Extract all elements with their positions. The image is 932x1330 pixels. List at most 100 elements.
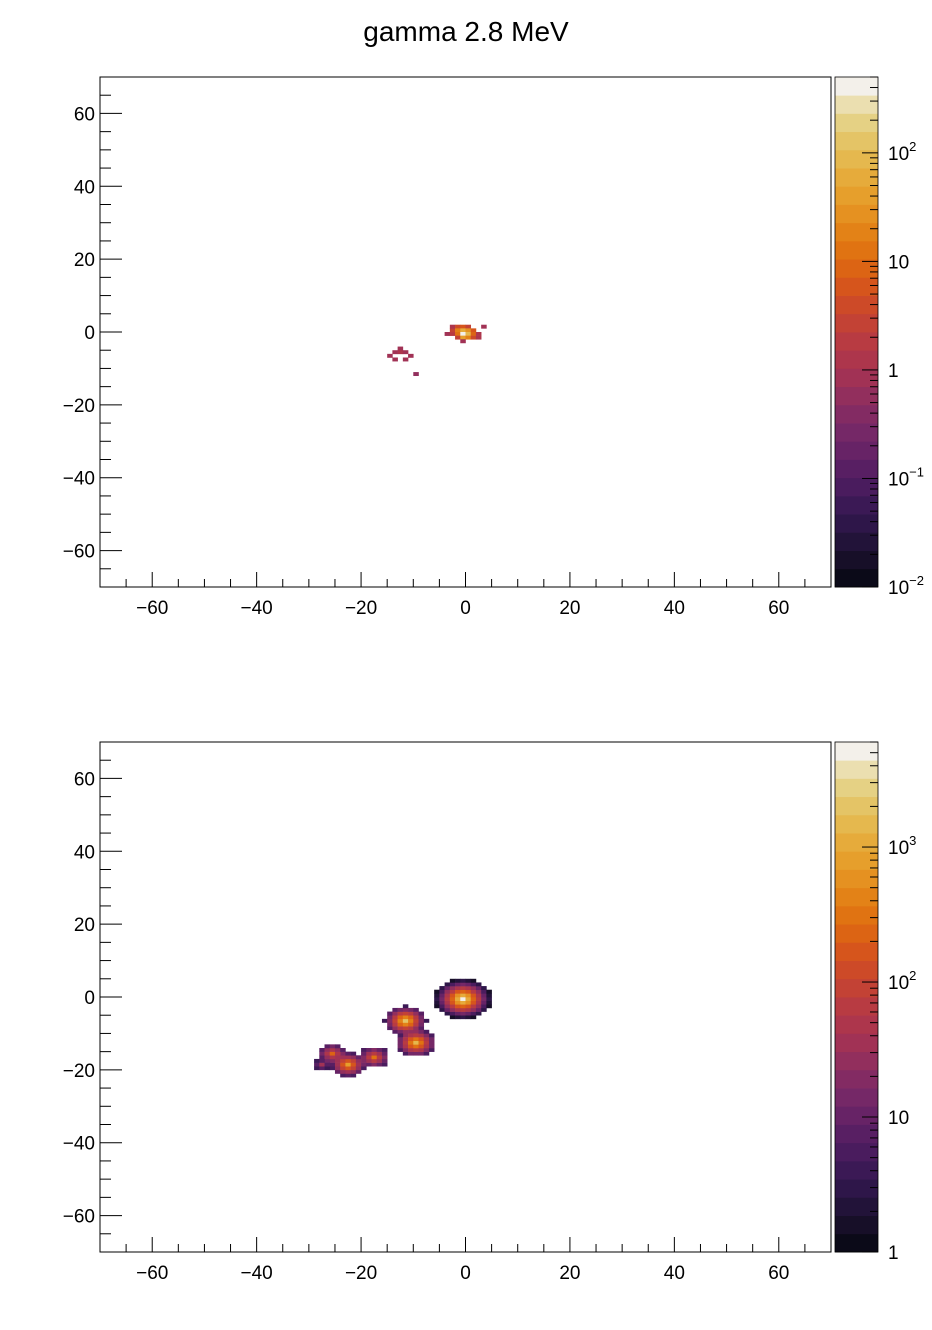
heatmap-cell — [481, 1000, 487, 1005]
heatmap-cell — [418, 1015, 425, 1020]
figure-title: gamma 2.8 MeV — [363, 16, 569, 47]
heatmap-cell — [402, 1037, 409, 1042]
heatmap-cell — [413, 1026, 419, 1031]
heatmap-cell — [324, 1058, 331, 1063]
y-tick-label: −20 — [63, 396, 95, 417]
heatmap-cell — [381, 1055, 388, 1060]
x-tick-label: −40 — [241, 598, 273, 619]
x-tick-label: −40 — [241, 1263, 273, 1284]
heatmap-cell — [465, 978, 472, 983]
heatmap-cell — [455, 1015, 461, 1020]
heatmap-cell — [418, 1051, 425, 1056]
heatmap-cell — [324, 1062, 331, 1067]
heatmap-cell — [444, 982, 451, 987]
colorbar-tick-label: 102 — [888, 968, 916, 994]
heatmap-cell — [361, 1066, 367, 1071]
heatmap-cell — [340, 1058, 346, 1063]
heatmap-cell — [334, 1062, 341, 1067]
heatmap-cell — [392, 1007, 398, 1012]
x-tick-label: 20 — [559, 1263, 580, 1284]
heatmap-cell — [434, 989, 440, 994]
heatmap-cell — [455, 986, 461, 991]
heatmap-cell — [449, 328, 456, 333]
heatmap-cell — [402, 1018, 409, 1023]
heatmap-cell — [465, 982, 472, 987]
colorbar-swatch — [835, 168, 878, 187]
colorbar-frame — [834, 741, 879, 1253]
heatmap-cell — [465, 1007, 472, 1012]
heatmap-cell — [402, 1044, 409, 1049]
heatmap-cell — [392, 350, 398, 355]
colorbar-swatch — [835, 477, 878, 497]
heatmap-cell — [345, 1058, 351, 1063]
heatmap-cell — [397, 1026, 404, 1031]
heatmap-cell — [324, 1066, 331, 1071]
heatmap-cell — [423, 1044, 430, 1049]
heatmap-cell — [439, 1000, 445, 1005]
colorbar-swatch — [835, 1233, 878, 1253]
heatmap-cell — [319, 1055, 325, 1060]
colorbar-tick-label: 10−1 — [888, 464, 924, 490]
heatmap-cell — [329, 1062, 336, 1067]
colorbar-swatch — [835, 1124, 878, 1144]
heatmap-cell — [475, 1007, 482, 1012]
heatmap-cell — [455, 989, 461, 994]
heatmap-cell — [402, 1051, 409, 1056]
heatmap-cell — [475, 335, 482, 340]
heatmap-cell — [350, 1062, 357, 1067]
heatmap-cell — [334, 1044, 341, 1049]
heatmap-cell — [408, 1007, 414, 1012]
heatmap-cell — [387, 353, 393, 358]
colorbar-swatch — [835, 441, 878, 460]
heatmap-cell — [470, 1007, 477, 1012]
colorbar-tick-label: 10 — [888, 252, 909, 273]
heatmap-cell — [428, 1033, 435, 1038]
heatmap-cell — [319, 1062, 325, 1067]
heatmap-cell — [465, 1011, 472, 1016]
colorbar-swatch — [835, 568, 878, 588]
colorbar-tick-label: 10 — [888, 1108, 909, 1129]
heatmap-cell — [444, 993, 451, 998]
heatmap-cell — [329, 1058, 336, 1063]
heatmap-cell — [449, 1011, 456, 1016]
heatmap-cell — [470, 1000, 477, 1005]
heatmap-cell — [481, 986, 487, 991]
heatmap-cell — [460, 332, 466, 336]
colorbar-swatch — [835, 742, 878, 761]
heatmap-cell — [423, 1018, 430, 1023]
heatmap-cell — [387, 1022, 393, 1027]
colorbar-swatch — [835, 1051, 878, 1071]
heatmap-cell — [439, 986, 445, 991]
heatmap-cell — [455, 1000, 461, 1005]
y-tick-label: −40 — [63, 469, 95, 490]
colorbar-swatch — [835, 95, 878, 114]
heatmap-cell — [361, 1051, 367, 1056]
heatmap-cell — [340, 1048, 346, 1052]
heatmap-cell — [413, 1037, 419, 1042]
y-tick-label: −40 — [63, 1134, 95, 1155]
heatmap-cell — [418, 1033, 425, 1038]
heatmap-cell — [413, 1033, 419, 1038]
heatmap-cell — [319, 1066, 325, 1071]
heatmap-cell — [413, 1022, 419, 1027]
heatmap-cell — [470, 982, 477, 987]
colorbar-swatch — [835, 851, 878, 870]
y-tick-label: −60 — [63, 1207, 95, 1228]
heatmap-cell — [392, 1022, 398, 1027]
y-tick-label: −20 — [63, 1061, 95, 1082]
heatmap-cell — [475, 993, 482, 998]
heatmap-cell — [449, 1004, 456, 1009]
heatmap-cell — [397, 1037, 404, 1042]
heatmap-cell — [434, 1004, 440, 1009]
heatmap-cell — [413, 1029, 419, 1034]
heatmap-cell — [319, 1051, 325, 1056]
heatmap-cell — [402, 1040, 409, 1045]
heatmap-cell — [475, 997, 482, 1001]
heatmap-cell — [470, 986, 477, 991]
heatmap-cell — [486, 1000, 492, 1005]
colorbar-swatch — [835, 332, 878, 351]
heatmap-cell — [329, 1055, 336, 1060]
heatmap-cell — [486, 1004, 492, 1009]
heatmap-cell — [366, 1055, 372, 1060]
top-heatmap-panel: −60 −40 −20 0 20 40 606040200−20−40−6010210110… — [63, 76, 924, 619]
